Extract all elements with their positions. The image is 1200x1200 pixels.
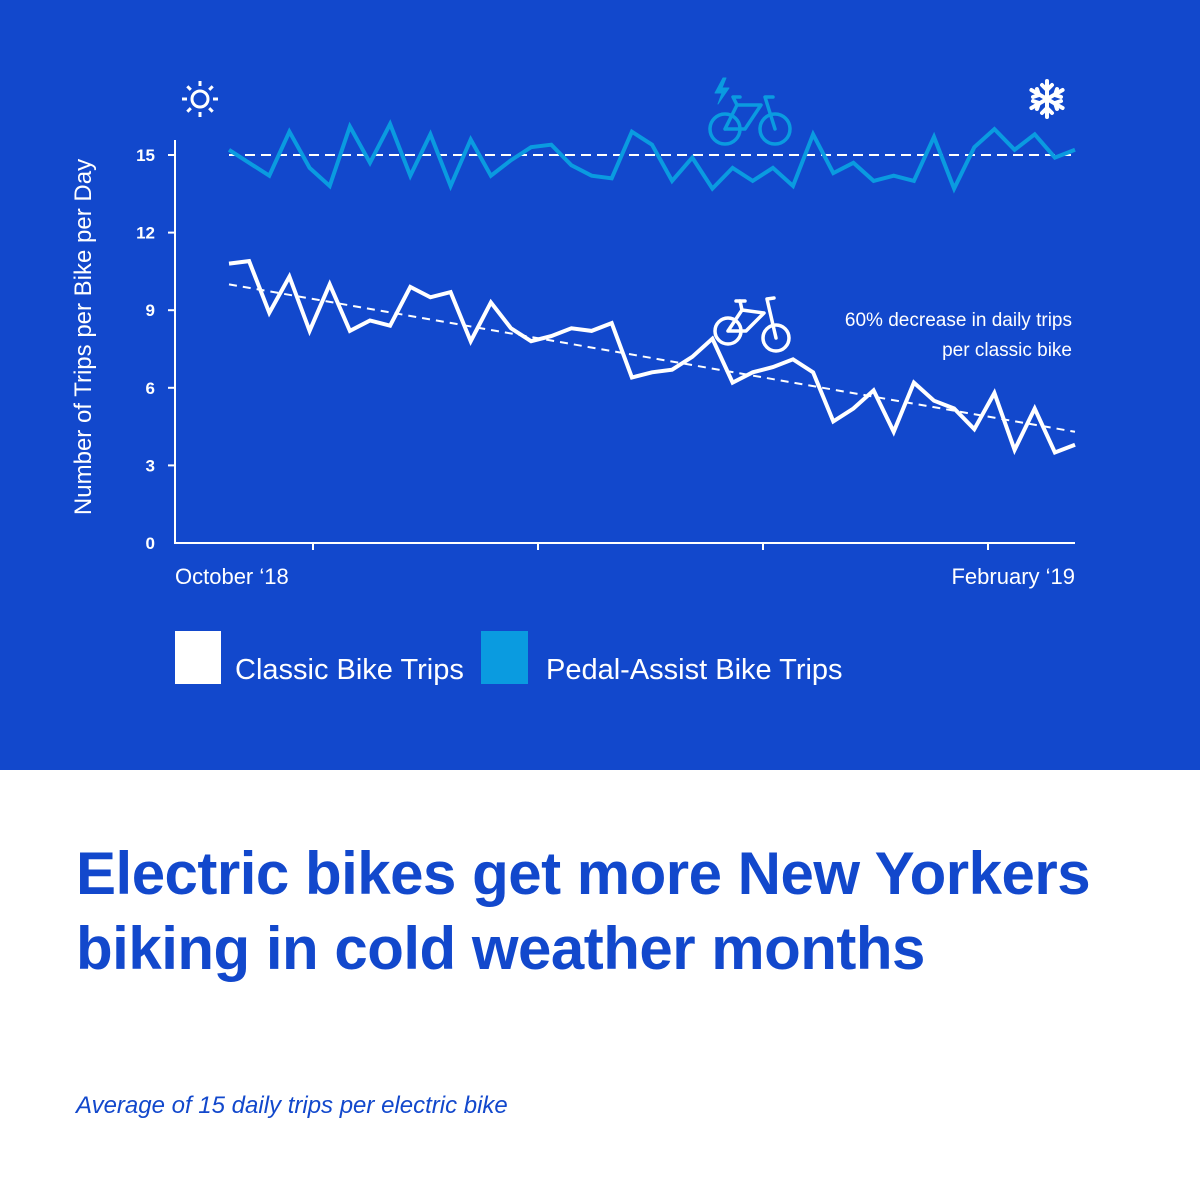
footer: Electric bikes get more New Yorkers biki…	[0, 770, 1200, 1200]
legend-label-pedal-assist: Pedal-Assist Bike Trips	[546, 654, 843, 686]
snowflake-icon	[1029, 79, 1065, 119]
annotation-line-1: 60% decrease in daily trips	[845, 310, 1072, 331]
x-tick-label-start: October ‘18	[175, 564, 289, 589]
y-tick-label: 15	[136, 146, 155, 165]
legend-swatch-pedal-assist	[481, 631, 528, 684]
trips-chart: Number of Trips per Bike per Day 0 3 6 9 12 1…	[70, 77, 1076, 686]
subheadline: Average of 15 daily trips per electric b…	[76, 1092, 508, 1119]
x-ticks: October ‘18 February ‘19	[175, 543, 1075, 589]
chart-panel: Number of Trips per Bike per Day 0 3 6 9 12 1…	[0, 0, 1200, 770]
classic-trend-line	[228, 283, 1076, 433]
y-tick-label: 12	[136, 224, 155, 243]
sun-icon	[182, 81, 218, 117]
y-axis-label: Number of Trips per Bike per Day	[70, 159, 97, 515]
pedal-assist-series-line	[227, 119, 1076, 194]
x-tick-label-end: February ‘19	[951, 564, 1075, 589]
y-tick-label: 3	[146, 456, 155, 475]
electric-bike-icon	[708, 77, 792, 146]
bicycle-icon	[713, 296, 791, 353]
y-tick-label: 6	[146, 379, 155, 398]
y-tick-label: 9	[146, 301, 155, 320]
annotation-line-2: per classic bike	[942, 340, 1072, 361]
headline: Electric bikes get more New Yorkers biki…	[76, 840, 1091, 982]
classic-series-line	[228, 258, 1076, 456]
y-ticks: 0 3 6 9 12 15	[136, 146, 175, 553]
legend-swatch-classic	[175, 631, 221, 684]
y-tick-label: 0	[146, 534, 155, 553]
legend-label-classic: Classic Bike Trips	[235, 654, 464, 686]
